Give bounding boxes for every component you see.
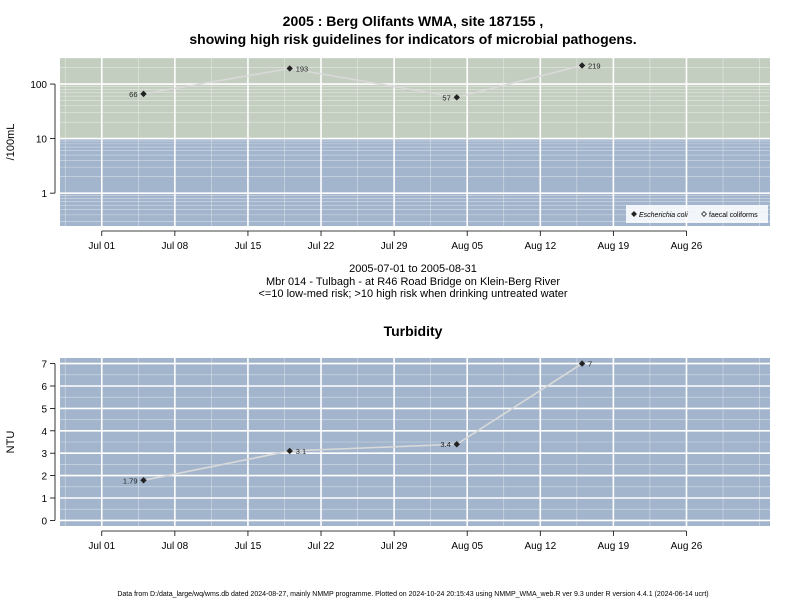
legend-entry: Escherichia coli [639,212,688,219]
x-tick-label: Aug 05 [451,541,483,552]
chart-title-line2: showing high risk guidelines for indicat… [189,31,636,47]
data-point-label: 219 [588,61,601,70]
microbial-panel: Jul 01 Jul 08 Jul 15 Jul 22 Jul 29 Aug 05 Aug … [5,57,770,252]
data-point-marker [140,477,147,484]
data-point-label: 3.1 [296,447,306,456]
y-tick-label: 4 [41,427,47,438]
series-line [143,64,583,99]
legend-box [626,205,768,223]
date-range-caption: 2005-07-01 to 2005-08-31 [349,263,477,275]
y-axis-label: /100mL [5,124,17,161]
legend-entry: faecal coliforms [709,212,758,219]
y-tick-label: 5 [41,404,47,415]
x-tick-label: Aug 26 [671,241,703,252]
footer-note: Data from D:/data_large/wq/wms.db dated … [117,591,708,598]
x-tick-label: Jul 15 [235,541,262,552]
turbidity-panel: Jul 01 Jul 08 Jul 15 Jul 22 Jul 29 Aug 05 Aug … [5,358,770,552]
x-tick-label: Jul 22 [308,241,335,252]
y-tick-label: 10 [36,135,48,146]
data-point-label: 66 [129,90,137,99]
y-tick-label: 1 [41,189,47,200]
data-point-marker [286,447,293,455]
chart-title-line1: 2005 : Berg Olifants WMA, site 187155 , [283,13,544,29]
data-point-marker [140,90,147,98]
turbidity-title: Turbidity [384,323,443,339]
data-point-marker [286,65,293,72]
x-tick-label: Jul 08 [162,541,189,552]
x-tick-label: Aug 19 [598,241,630,252]
x-tick-label: Jul 08 [162,241,189,252]
x-tick-label: Aug 05 [451,241,483,252]
x-tick-label: Jul 22 [308,541,335,552]
site-description-caption: Mbr 014 - Tulbagh - at R46 Road Bridge o… [266,276,560,288]
series-line [143,362,583,482]
y-tick-label: 1 [41,494,47,505]
y-tick-label: 0 [41,516,47,527]
high-risk-band [60,58,770,139]
x-tick-label: Jul 29 [381,241,408,252]
y-tick-label: 7 [41,360,47,371]
x-tick-label: Jul 15 [235,241,262,252]
data-point-label: 3.4 [440,440,450,449]
risk-note-caption: <=10 low-med risk; >10 high risk when dr… [258,288,567,300]
y-axis-label: NTU [5,431,17,454]
x-tick-label: Aug 26 [671,541,703,552]
legend-marker [631,211,637,217]
x-tick-label: Aug 19 [598,541,630,552]
y-tick-label: 3 [41,449,47,460]
data-point-marker [453,441,460,448]
x-tick-label: Jul 01 [88,541,115,552]
data-point-label: 7 [588,360,592,369]
data-point-marker [578,360,586,367]
data-point-label: 57 [442,93,450,102]
y-tick-label: 100 [30,80,47,91]
x-tick-label: Jul 01 [88,241,115,252]
y-tick-label: 6 [41,382,47,393]
data-point-label: 1.79 [123,476,138,485]
x-tick-label: Aug 12 [524,541,556,552]
data-point-label: 193 [296,64,309,73]
data-point-marker [453,94,460,101]
x-tick-label: Jul 29 [381,541,408,552]
y-tick-label: 2 [41,472,47,483]
data-point-marker [578,62,586,69]
legend-marker [701,211,707,217]
x-tick-label: Aug 12 [524,241,556,252]
